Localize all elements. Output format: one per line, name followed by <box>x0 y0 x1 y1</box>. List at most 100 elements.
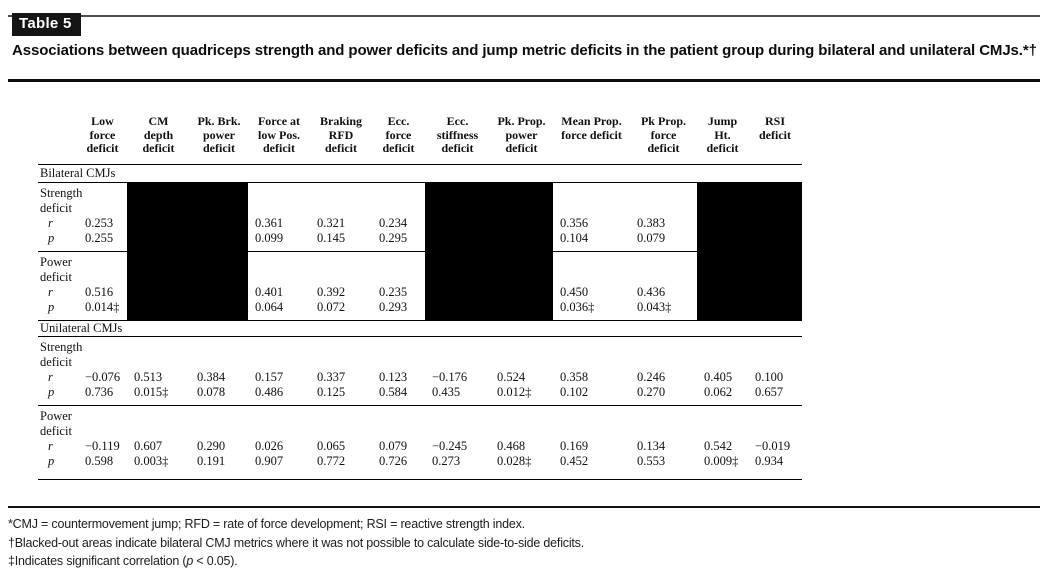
spacer-line <box>553 424 630 439</box>
header-cell-10: Jump Ht. deficit <box>697 110 748 165</box>
footnote-text: *CMJ = countermovement jump; RFD = rate … <box>8 517 525 531</box>
p-value: 0.099 <box>255 231 284 245</box>
p-value: 0.003‡ <box>134 454 169 468</box>
r-value: 0.234 <box>379 216 408 230</box>
p-value: 0.191 <box>197 454 226 468</box>
blacked-cell <box>748 252 802 321</box>
blacked-cell <box>425 183 490 252</box>
correlation-table: Low force deficit CM depth deficit Pk. Brk… <box>38 110 802 480</box>
r-value <box>127 285 190 300</box>
data-cell: 0.361 0.099 <box>248 183 310 252</box>
spacer-line <box>425 340 490 355</box>
spacer-line <box>310 424 372 439</box>
p-value <box>748 300 802 315</box>
data-cell: −0.076 0.736 <box>78 337 127 406</box>
spacer-line <box>248 270 310 285</box>
p-value: 0.452 <box>560 454 589 468</box>
p-value: 0.064 <box>255 300 284 314</box>
blacked-cell <box>190 183 248 252</box>
spacer-line <box>248 409 310 424</box>
spacer-line <box>697 255 748 270</box>
data-cell: 0.100 0.657 <box>748 337 802 406</box>
stat-label-r: r <box>48 370 53 384</box>
p-value: 0.736 <box>85 385 114 399</box>
spacer-line <box>372 340 425 355</box>
p-value: 0.102 <box>560 385 589 399</box>
stat-label-p: p <box>48 385 55 399</box>
spacer-line <box>630 255 697 270</box>
spacer-line <box>310 270 372 285</box>
top-rule <box>8 15 1040 17</box>
p-value: 0.078 <box>197 385 226 399</box>
row-label-line: Power <box>40 255 72 269</box>
r-value: 0.436 <box>637 285 666 299</box>
stat-label-p: p <box>48 300 55 314</box>
spacer-line <box>425 255 490 270</box>
row-label: Strength deficit r p <box>38 337 82 406</box>
spacer-line <box>490 186 553 201</box>
spacer-line <box>127 201 190 216</box>
spacer-line <box>78 424 127 439</box>
p-value: 0.772 <box>317 454 346 468</box>
row-label-line: deficit <box>40 424 72 438</box>
header-cell-corner <box>38 110 78 165</box>
p-value: 0.584 <box>379 385 408 399</box>
p-value <box>490 300 553 315</box>
r-value: 0.524 <box>497 370 526 384</box>
footnote-text: ‡Indicates significant correlation ( <box>8 554 187 568</box>
p-value: 0.036‡ <box>560 300 595 314</box>
spacer-line <box>748 186 802 201</box>
spacer-line <box>748 255 802 270</box>
spacer-line <box>248 355 310 370</box>
spacer-line <box>372 270 425 285</box>
stat-label-r: r <box>48 216 53 230</box>
blacked-cell <box>425 252 490 321</box>
section-label: Bilateral CMJs <box>38 165 802 183</box>
p-value <box>748 231 802 246</box>
data-cell: 0.384 0.078 <box>190 337 248 406</box>
spacer-line <box>248 186 310 201</box>
blacked-cell <box>190 252 248 321</box>
spacer-line <box>190 340 248 355</box>
spacer-line <box>630 424 697 439</box>
r-value: 0.516 <box>85 285 114 299</box>
data-cell: 0.065 0.772 <box>310 406 372 480</box>
p-value <box>490 231 553 246</box>
r-value: 0.405 <box>704 370 733 384</box>
spacer-line <box>425 201 490 216</box>
p-value <box>127 300 190 315</box>
spacer-line <box>127 424 190 439</box>
data-cell: 0.157 0.486 <box>248 337 310 406</box>
data-cell: 0.321 0.145 <box>310 183 372 252</box>
spacer-line <box>78 355 127 370</box>
spacer-line <box>490 424 553 439</box>
data-cell: 0.607 0.003‡ <box>127 406 190 480</box>
p-value: 0.009‡ <box>704 454 739 468</box>
spacer-line <box>190 409 248 424</box>
data-cell: 0.235 0.293 <box>372 252 425 321</box>
spacer-line <box>78 255 127 270</box>
data-cell: 0.356 0.104 <box>553 183 630 252</box>
spacer-line <box>748 340 802 355</box>
data-cell: 0.026 0.907 <box>248 406 310 480</box>
spacer-line <box>190 201 248 216</box>
p-value: 0.145 <box>317 231 346 245</box>
footnote-text: †Blacked-out areas indicate bilateral CM… <box>8 535 584 550</box>
r-value: 0.401 <box>255 285 284 299</box>
spacer-line <box>190 270 248 285</box>
r-value: 0.123 <box>379 370 408 384</box>
spacer-line <box>697 409 748 424</box>
r-value: 0.361 <box>255 216 284 230</box>
row-label-line: Strength <box>40 186 83 200</box>
spacer-line <box>372 355 425 370</box>
p-value: 0.934 <box>755 454 784 468</box>
p-value <box>697 231 748 246</box>
p-value: 0.072 <box>317 300 346 314</box>
p-value <box>425 300 490 315</box>
spacer-line <box>553 186 630 201</box>
spacer-line <box>78 270 127 285</box>
r-value <box>425 216 490 231</box>
r-value: 0.356 <box>560 216 589 230</box>
data-cell: −0.176 0.435 <box>425 337 490 406</box>
caption-rule <box>8 79 1040 82</box>
